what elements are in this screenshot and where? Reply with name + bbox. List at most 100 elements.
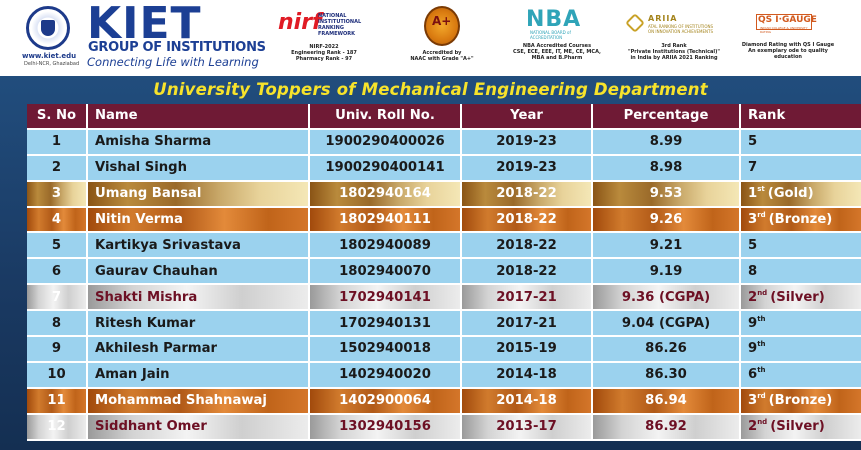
cell-rank: 3rd (Bronze) (741, 207, 861, 234)
nba-subtitle: NATIONAL BOARD of ACCREDITATION (530, 30, 571, 40)
cell-percentage: 9.36 (CGPA) (593, 285, 741, 312)
table-row: 11 Mohammad Shahnawaj 1402900064 2014-18 86.… (27, 388, 861, 415)
group-name: GROUP OF INSTITUTIONS (88, 40, 266, 55)
cell-roll: 1802940070 (310, 259, 462, 286)
cell-sno: 9 (27, 337, 88, 363)
toppers-table: S. No Name Univ. Roll No. Year Percentag… (27, 104, 861, 441)
cell-percentage: 9.21 (593, 233, 741, 260)
cell-sno: 12 (27, 414, 88, 441)
nirf-caption: NIRF-2022 Engineering Rank - 187 Pharmac… (291, 44, 357, 62)
naac-caption: Accredited by NAAC with Grade "A+" (410, 50, 474, 62)
cell-rank: 2nd (Silver) (741, 285, 861, 312)
cell-name: Akhilesh Parmar (88, 337, 310, 363)
ariia-logo: ARIIA (648, 14, 678, 23)
rank-suffix: nd (757, 288, 768, 297)
cell-name: Vishal Singh (88, 155, 310, 182)
rank-number: 3 (748, 212, 758, 227)
cell-name: Shakti Mishra (88, 285, 310, 312)
rank-medal: (Gold) (767, 186, 814, 202)
cell-percentage: 8.98 (593, 155, 741, 182)
table-row: 12 Siddhant Omer 1302940156 2013-17 86.92 2nd… (27, 414, 861, 441)
col-header-name: Name (88, 104, 310, 130)
rank-medal: (Bronze) (768, 393, 833, 409)
cell-year: 2013-17 (462, 414, 593, 441)
cell-percentage: 86.26 (593, 337, 741, 363)
cell-rank: 5 (741, 129, 861, 156)
rank-number: 9 (748, 341, 758, 357)
cell-year: 2017-21 (462, 311, 593, 338)
cell-name: Nitin Verma (88, 207, 310, 234)
rank-number: 7 (748, 160, 758, 176)
table-row: 9 Akhilesh Parmar 1502940018 2015-19 86.26 9t… (27, 337, 861, 363)
rank-number: 5 (748, 134, 758, 150)
table-row: 7 Shakti Mishra 1702940141 2017-21 9.36 (CGP… (27, 285, 861, 312)
table-row: 5 Kartikya Srivastava 1802940089 2018-22 9.2… (27, 233, 861, 260)
cell-year: 2019-23 (462, 155, 593, 182)
cell-roll: 1802940089 (310, 233, 462, 260)
cell-roll: 1900290400026 (310, 129, 462, 156)
cell-percentage: 86.92 (593, 414, 741, 441)
cell-rank: 9th (741, 311, 861, 338)
cell-year: 2015-19 (462, 337, 593, 363)
col-header-sno: S. No (27, 104, 88, 130)
table-row: 1 Amisha Sharma 1900290400026 2019-23 8.99 5 (27, 129, 861, 156)
naac-grade: A+ (432, 14, 452, 28)
rank-number: 8 (748, 263, 758, 279)
qs-logo: QS I·GAUGE (758, 15, 817, 25)
cell-year: 2018-22 (462, 207, 593, 234)
qs-logo-frame (756, 14, 812, 30)
rank-number: 6 (748, 367, 758, 383)
cell-sno: 6 (27, 259, 88, 286)
cell-sno: 5 (27, 233, 88, 260)
kiet-logo: KIET (87, 0, 202, 49)
cell-year: 2014-18 (462, 362, 593, 389)
col-header-rank: Rank (741, 104, 861, 130)
rank-number: 3 (748, 393, 758, 409)
rank-number: 2 (748, 419, 758, 435)
cell-sno: 7 (27, 285, 88, 312)
nirf-logo: nirf (278, 10, 322, 35)
cell-year: 2017-21 (462, 285, 593, 312)
cell-roll: 1302940156 (310, 414, 462, 441)
cell-name: Gaurav Chauhan (88, 259, 310, 286)
cell-sno: 1 (27, 129, 88, 156)
cell-name: Ritesh Kumar (88, 311, 310, 338)
cell-name: Amisha Sharma (88, 129, 310, 156)
cell-rank: 1st (Gold) (741, 181, 861, 208)
rank-suffix: nd (757, 418, 768, 427)
rank-number: 2 (748, 289, 758, 305)
cell-year: 2014-18 (462, 388, 593, 415)
ariia-subtitle: ATAL RANKING OF INSTITUTIONS ON INNOVATI… (648, 24, 714, 34)
cell-percentage: 9.26 (593, 207, 741, 234)
header-banner: www.kiet.edu Delhi-NCR, Ghaziabad KIET G… (0, 0, 861, 76)
qs-caption: Diamond Rating with QS I Gauge An exempl… (741, 42, 835, 60)
cell-name: Aman Jain (88, 362, 310, 389)
cell-roll: 1402940020 (310, 362, 462, 389)
cell-year: 2019-23 (462, 129, 593, 156)
table-row: 2 Vishal Singh 1900290400141 2019-23 8.98 7 (27, 155, 861, 182)
tagline: Connecting Life with Learning (87, 55, 259, 69)
cell-rank: 2nd (Silver) (741, 414, 861, 441)
cell-roll: 1802940164 (310, 181, 462, 208)
cell-sno: 4 (27, 207, 88, 234)
table-row: 8 Ritesh Kumar 1702940131 2017-21 9.04 (CGPA… (27, 311, 861, 338)
rank-number: 5 (748, 237, 758, 253)
cell-rank: 9th (741, 337, 861, 363)
rank-medal: (Bronze) (768, 212, 833, 227)
cell-rank: 5 (741, 233, 861, 260)
nirf-subtitle: NATIONAL INSTITUTIONAL RANKING FRAMEWORK (318, 13, 362, 37)
rank-suffix: th (757, 314, 766, 323)
cell-name: Mohammad Shahnawaj (88, 388, 310, 415)
cell-sno: 10 (27, 362, 88, 389)
qs-subtitle: INDIAN COLLEGE & UNIVERSITY RATING (760, 26, 808, 34)
cell-rank: 8 (741, 259, 861, 286)
nba-caption: NBA Accredited Courses CSE, ECE, EEE, IT… (513, 43, 601, 61)
ariia-caption: 3rd Rank "Private Institutions (Technica… (627, 43, 721, 61)
cell-rank: 7 (741, 155, 861, 182)
cell-percentage: 9.53 (593, 181, 741, 208)
rank-suffix: th (757, 366, 766, 375)
cell-year: 2018-22 (462, 259, 593, 286)
cell-sno: 3 (27, 181, 88, 208)
cell-name: Siddhant Omer (88, 414, 310, 441)
website-text: www.kiet.edu (22, 52, 77, 60)
